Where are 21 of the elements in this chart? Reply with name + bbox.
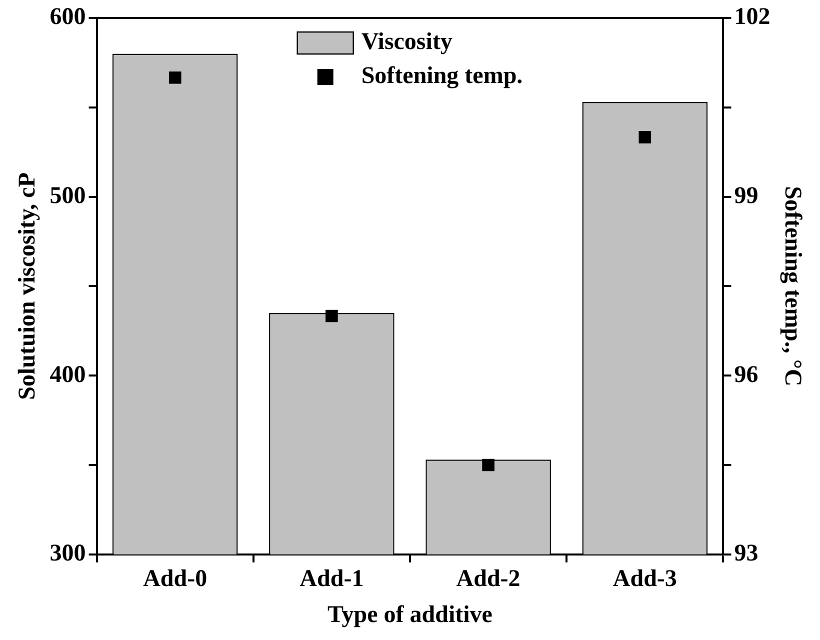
y2-axis-title: Softening temp., °C: [779, 186, 806, 386]
y-axis-title: Solutuion viscosity, cP: [14, 172, 41, 400]
y-tick-label: 300: [50, 540, 86, 567]
x-tick-label: Add-3: [612, 566, 677, 592]
y2-tick-label: 93: [734, 540, 758, 567]
y2-tick-label: 102: [734, 4, 770, 30]
y2-tick-label: 99: [734, 183, 758, 210]
x-tick-label: Add-1: [300, 566, 364, 592]
legend-label: Viscosity: [361, 29, 452, 56]
y-tick-label: 500: [50, 183, 86, 210]
x-axis-title: Type of additive: [328, 602, 493, 628]
y2-tick-label: 96: [734, 362, 758, 388]
x-tick-label: Add-2: [456, 566, 520, 592]
point: [168, 71, 182, 84]
legend-label: Softening temp.: [361, 63, 523, 90]
point: [326, 310, 338, 322]
y-tick-label: 600: [50, 4, 86, 30]
x-tick-label: Add-0: [143, 566, 208, 592]
y-tick-label: 400: [50, 362, 86, 388]
point: [482, 458, 494, 472]
point: [638, 131, 652, 144]
